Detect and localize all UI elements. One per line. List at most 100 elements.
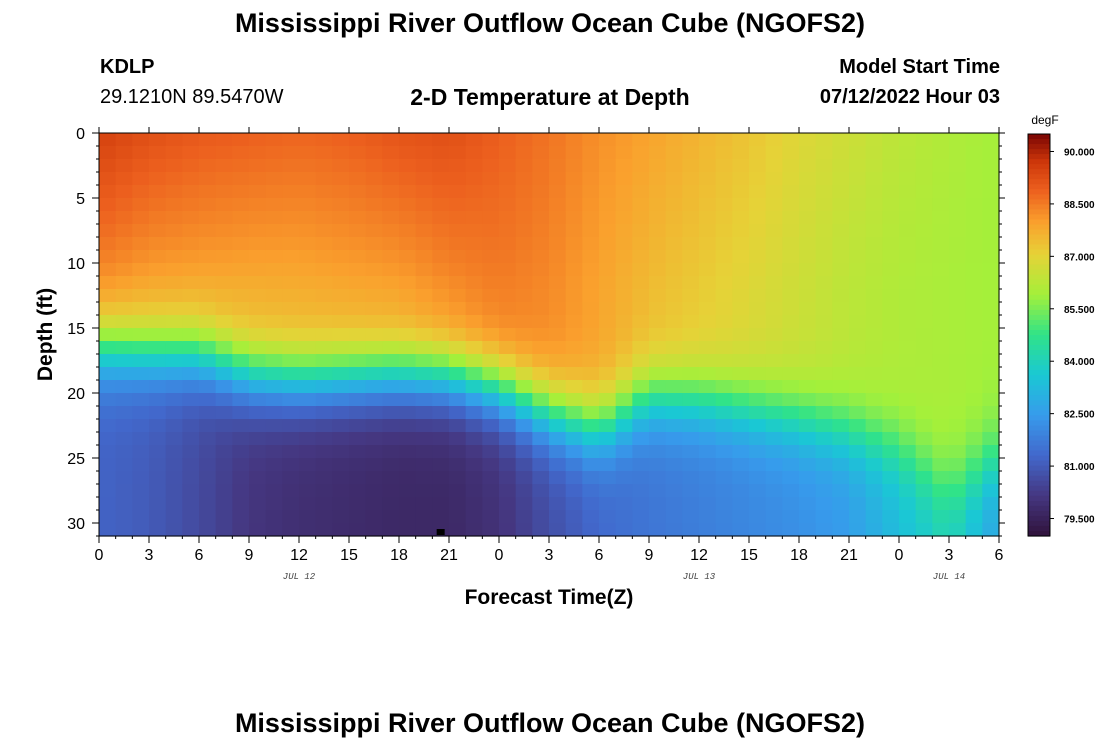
heatmap-cell xyxy=(682,133,700,147)
heatmap-cell xyxy=(332,302,350,316)
heatmap-cell xyxy=(399,484,417,498)
heatmap-cell xyxy=(149,250,167,264)
heatmap-cell xyxy=(665,445,683,459)
heatmap-cell xyxy=(265,302,283,316)
colorbar-segment xyxy=(1028,194,1050,200)
heatmap-cell xyxy=(699,510,717,524)
heatmap-cell xyxy=(599,198,617,212)
heatmap-cell xyxy=(815,185,833,199)
heatmap-cell xyxy=(565,458,583,472)
heatmap-cell xyxy=(265,159,283,173)
heatmap-cell xyxy=(165,393,183,407)
heatmap-cell xyxy=(449,198,467,212)
heatmap-cell xyxy=(665,198,683,212)
heatmap-cell xyxy=(482,302,500,316)
heatmap-cell xyxy=(265,289,283,303)
colorbar-tick-label: 82.500 xyxy=(1064,410,1095,421)
heatmap-cell xyxy=(749,419,767,433)
heatmap-cell xyxy=(932,146,950,160)
heatmap-cell xyxy=(165,484,183,498)
heatmap-cell xyxy=(599,146,617,160)
heatmap-cell xyxy=(949,237,967,251)
heatmap-cell xyxy=(932,276,950,290)
heatmap-cell xyxy=(549,263,567,277)
heatmap-cell xyxy=(632,289,650,303)
heatmap-cell xyxy=(465,458,483,472)
heatmap-cell xyxy=(649,432,667,446)
heatmap-cell xyxy=(149,445,167,459)
heatmap-cell xyxy=(565,328,583,342)
heatmap-cell xyxy=(249,211,267,225)
heatmap-cell xyxy=(849,250,867,264)
heatmap-cell xyxy=(932,237,950,251)
colorbar-segment xyxy=(1028,209,1050,215)
heatmap-cell xyxy=(482,432,500,446)
heatmap-cell xyxy=(165,211,183,225)
heatmap-cell xyxy=(565,354,583,368)
colorbar-segment xyxy=(1028,324,1050,331)
heatmap-cell xyxy=(199,510,217,524)
heatmap-cell xyxy=(515,367,533,381)
heatmap-cell xyxy=(182,146,200,160)
heatmap-cell xyxy=(549,172,567,186)
heatmap-cell xyxy=(315,354,333,368)
heatmap-cell xyxy=(132,263,150,277)
heatmap-cell xyxy=(965,432,983,446)
heatmap-cell xyxy=(832,510,850,524)
heatmap-cell xyxy=(699,393,717,407)
heatmap-cell xyxy=(565,185,583,199)
heatmap-cell xyxy=(699,159,717,173)
heatmap-cell xyxy=(282,445,300,459)
heatmap-cell xyxy=(499,250,517,264)
heatmap-cell xyxy=(365,133,383,147)
heatmap-cell xyxy=(232,432,250,446)
heatmap-cell xyxy=(599,302,617,316)
heatmap-cell xyxy=(915,315,933,329)
heatmap-cell xyxy=(132,224,150,238)
heatmap-cell xyxy=(715,354,733,368)
colorbar-tick-label: 87.000 xyxy=(1064,252,1095,263)
heatmap-cell xyxy=(882,289,900,303)
heatmap-cell xyxy=(882,367,900,381)
heatmap-cell xyxy=(349,185,367,199)
heatmap-cell xyxy=(632,458,650,472)
heatmap-cell xyxy=(749,289,767,303)
heatmap-cell xyxy=(465,328,483,342)
heatmap-cell xyxy=(715,380,733,394)
heatmap-cell xyxy=(149,185,167,199)
heatmap-cell xyxy=(299,393,317,407)
heatmap-cell xyxy=(599,211,617,225)
heatmap-cell xyxy=(799,354,817,368)
colorbar-segment xyxy=(1028,169,1050,175)
heatmap-cell xyxy=(949,380,967,394)
heatmap-cell xyxy=(582,367,600,381)
heatmap-cell xyxy=(482,367,500,381)
heatmap-cell xyxy=(865,237,883,251)
heatmap-cell xyxy=(499,185,517,199)
heatmap-cell xyxy=(115,471,133,485)
heatmap-cell xyxy=(799,198,817,212)
heatmap-cell xyxy=(882,406,900,420)
heatmap-cell xyxy=(299,224,317,238)
heatmap-cell xyxy=(182,484,200,498)
heatmap-cell xyxy=(282,341,300,355)
heatmap-cell xyxy=(715,484,733,498)
heatmap-cell xyxy=(715,146,733,160)
heatmap-cell xyxy=(132,393,150,407)
colorbar-segment xyxy=(1028,244,1050,251)
heatmap-cell xyxy=(515,276,533,290)
heatmap-cell xyxy=(532,302,550,316)
heatmap-cell xyxy=(899,237,917,251)
heatmap-cell xyxy=(899,354,917,368)
heatmap-cell xyxy=(249,471,267,485)
heatmap-cell xyxy=(949,159,967,173)
heatmap-cell xyxy=(349,289,367,303)
heatmap-cell xyxy=(132,523,150,537)
colorbar-segment xyxy=(1028,224,1050,231)
heatmap-cell xyxy=(199,302,217,316)
heatmap-cell xyxy=(515,380,533,394)
heatmap-cell xyxy=(749,510,767,524)
heatmap-cell xyxy=(615,471,633,485)
heatmap-cell xyxy=(215,328,233,342)
heatmap-cell xyxy=(649,510,667,524)
